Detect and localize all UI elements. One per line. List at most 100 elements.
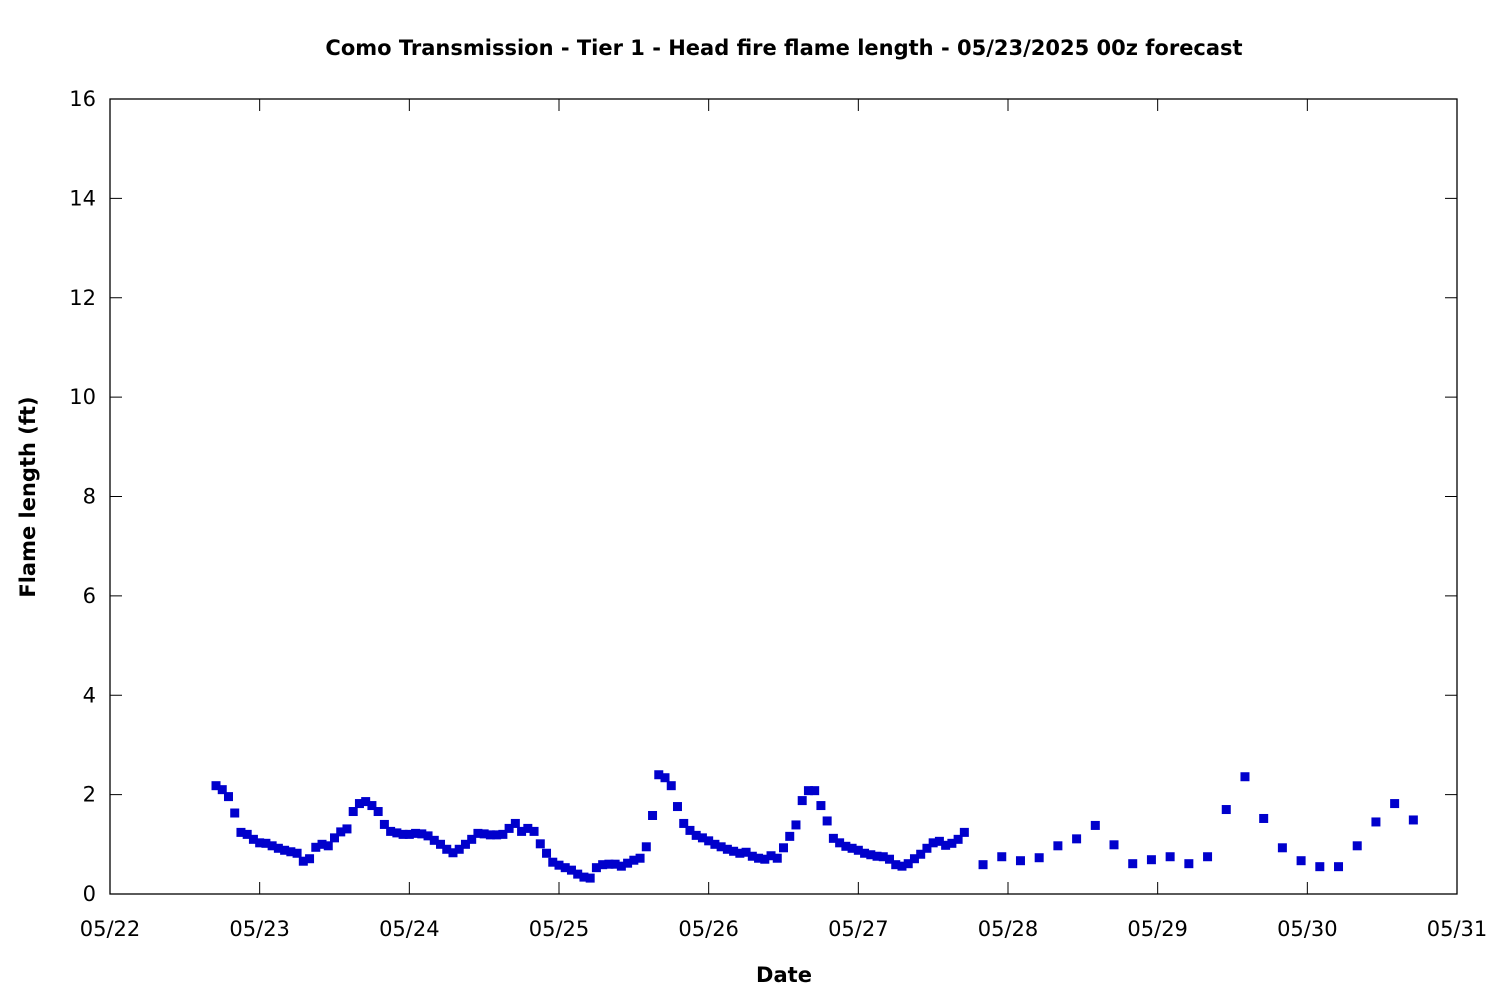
data-point	[585, 873, 595, 883]
data-point	[1053, 841, 1063, 851]
data-point	[666, 781, 676, 791]
data-point	[255, 838, 265, 848]
data-point	[1109, 840, 1119, 850]
data-point	[467, 834, 477, 844]
data-point	[1296, 856, 1306, 866]
data-point	[635, 853, 645, 863]
data-point	[367, 801, 377, 811]
data-point	[448, 848, 458, 858]
data-point	[691, 830, 701, 840]
data-point	[710, 839, 720, 849]
x-tick-label: 05/29	[1127, 917, 1188, 941]
data-point	[373, 807, 383, 817]
data-point	[211, 781, 221, 791]
data-point	[236, 827, 246, 837]
data-point	[679, 818, 689, 828]
data-point	[729, 846, 739, 856]
data-point	[504, 823, 514, 833]
data-point	[242, 829, 252, 839]
data-point	[760, 854, 770, 864]
data-point	[429, 835, 439, 845]
data-point	[1146, 855, 1156, 865]
data-point	[672, 802, 682, 812]
data-point	[847, 843, 857, 853]
data-point	[542, 848, 552, 858]
y-tick-label: 6	[83, 584, 96, 608]
data-point	[1090, 820, 1100, 830]
data-point	[610, 859, 620, 869]
data-point	[479, 829, 489, 839]
data-point	[473, 828, 483, 838]
data-point	[810, 786, 820, 796]
data-point	[779, 843, 788, 853]
data-point	[947, 838, 957, 848]
data-point	[529, 826, 539, 836]
data-point	[997, 852, 1007, 862]
data-point	[741, 847, 751, 857]
data-point	[566, 865, 576, 875]
data-point	[866, 850, 876, 860]
data-point	[392, 828, 402, 838]
data-point	[747, 851, 757, 861]
data-point	[598, 860, 608, 870]
data-point	[785, 831, 795, 841]
data-point	[1184, 859, 1194, 869]
data-point	[629, 855, 639, 865]
data-point	[822, 816, 832, 826]
x-tick-label: 05/28	[978, 917, 1039, 941]
data-point	[1259, 813, 1269, 823]
data-point	[311, 842, 321, 852]
x-axis-label: Date	[756, 963, 812, 987]
data-point	[510, 818, 520, 828]
data-point	[841, 841, 851, 851]
data-point	[623, 858, 633, 868]
data-point	[1240, 772, 1250, 782]
data-point	[442, 844, 452, 854]
data-point	[872, 851, 882, 861]
data-point	[885, 854, 895, 864]
x-tick-label: 05/30	[1277, 917, 1338, 941]
data-point	[591, 863, 601, 873]
data-point	[485, 830, 495, 840]
data-point	[523, 823, 533, 833]
data-point	[386, 826, 396, 836]
data-point	[323, 841, 333, 851]
data-point	[286, 847, 296, 857]
data-point	[404, 829, 414, 839]
data-point	[766, 851, 776, 861]
y-tick-label: 16	[69, 87, 96, 111]
data-point	[230, 808, 240, 818]
data-point	[953, 834, 963, 844]
data-point	[934, 836, 944, 846]
data-point	[1034, 853, 1044, 863]
data-point	[878, 852, 888, 862]
data-point	[1072, 834, 1082, 844]
data-point	[648, 810, 658, 820]
y-tick-label: 10	[69, 385, 96, 409]
data-point	[379, 819, 389, 829]
data-point	[354, 799, 364, 809]
data-point	[554, 860, 564, 870]
data-point	[1203, 852, 1213, 862]
data-point	[697, 833, 707, 843]
data-point	[305, 854, 315, 864]
data-point	[330, 833, 339, 843]
data-point	[398, 829, 408, 839]
data-point	[1277, 843, 1287, 853]
data-point	[716, 842, 726, 852]
data-point	[317, 839, 327, 849]
data-point	[1352, 841, 1362, 851]
data-point	[828, 833, 838, 843]
y-tick-label: 8	[83, 485, 96, 509]
data-point	[909, 854, 919, 864]
data-point	[1165, 852, 1175, 862]
data-point	[735, 848, 745, 858]
data-point	[641, 842, 651, 852]
data-point	[897, 861, 907, 871]
data-point	[498, 829, 508, 839]
data-point	[292, 848, 302, 858]
data-point	[348, 807, 358, 817]
data-point	[754, 853, 764, 863]
y-tick-label: 0	[83, 882, 96, 906]
